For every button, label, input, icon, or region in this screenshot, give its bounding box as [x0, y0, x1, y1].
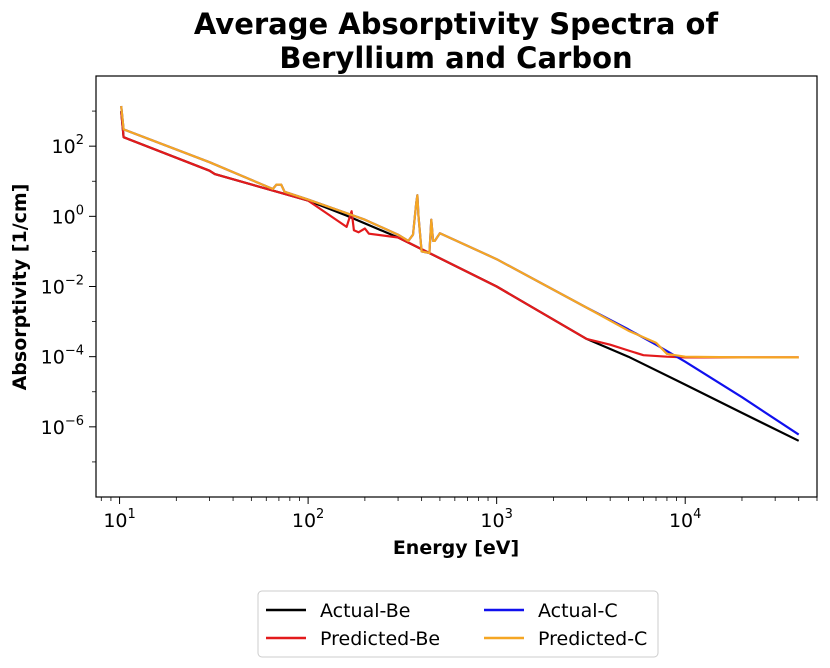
legend-label-predicted-be: Predicted-Be — [320, 628, 440, 650]
y-tick-label: 100 — [52, 203, 84, 228]
y-tick-label: 102 — [52, 133, 84, 158]
y-tick-label: 10−2 — [41, 274, 84, 299]
y-tick-label: 10−4 — [41, 344, 84, 369]
x-axis-label: Energy [eV] — [393, 537, 519, 559]
chart-title-line-1: Average Absorptivity Spectra of — [194, 7, 719, 41]
legend-label-actual-c: Actual-C — [538, 600, 618, 622]
x-tick-label: 101 — [103, 507, 135, 532]
legend: Actual-Be Actual-C Predicted-Be Predicted-C — [257, 590, 659, 658]
legend-label-actual-be: Actual-Be — [320, 600, 410, 622]
y-tick-label: 10−6 — [41, 414, 84, 439]
chart-title-line-2: Beryllium and Carbon — [279, 41, 632, 75]
series-line-actual-be — [120, 110, 800, 442]
x-tick-label: 103 — [480, 507, 512, 532]
x-tick-label: 102 — [292, 507, 324, 532]
series-line-actual-c — [120, 105, 800, 436]
plot-area-frame — [95, 75, 818, 498]
series-line-predicted-be — [120, 110, 799, 359]
series-layer — [120, 105, 800, 442]
legend-label-predicted-c: Predicted-C — [538, 628, 647, 650]
y-axis-label: Absorptivity [1/cm] — [9, 184, 31, 391]
x-tick-label: 104 — [669, 507, 701, 532]
legend-box — [257, 590, 659, 658]
ticks-layer: 101 102 103 104 102 100 10−2 10−4 10−6 — [41, 110, 818, 532]
series-line-predicted-c — [120, 105, 799, 359]
